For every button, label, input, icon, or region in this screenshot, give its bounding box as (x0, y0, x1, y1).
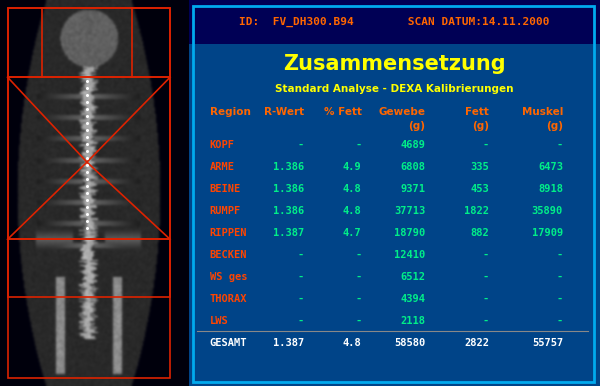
Text: Standard Analyse - DEXA Kalibrierungen: Standard Analyse - DEXA Kalibrierungen (275, 84, 514, 94)
Text: 4.9: 4.9 (343, 162, 362, 172)
Text: 1.386: 1.386 (273, 206, 304, 216)
Text: Region: Region (209, 107, 250, 117)
Text: (g): (g) (472, 121, 489, 131)
Text: 4394: 4394 (400, 294, 425, 304)
Text: 55757: 55757 (532, 338, 563, 348)
Text: -: - (298, 272, 304, 282)
Text: 8918: 8918 (538, 184, 563, 194)
Text: -: - (298, 316, 304, 326)
Text: THORAX: THORAX (209, 294, 247, 304)
Text: -: - (557, 140, 563, 150)
Text: 335: 335 (470, 162, 489, 172)
Text: 2822: 2822 (464, 338, 489, 348)
Text: -: - (483, 294, 489, 304)
Text: 4689: 4689 (400, 140, 425, 150)
Text: 35890: 35890 (532, 206, 563, 216)
Text: 1.387: 1.387 (273, 338, 304, 348)
Text: -: - (355, 294, 362, 304)
Text: 4.8: 4.8 (343, 206, 362, 216)
Text: Gewebe: Gewebe (379, 107, 425, 117)
Text: -: - (298, 140, 304, 150)
Text: -: - (557, 294, 563, 304)
Text: RIPPEN: RIPPEN (209, 228, 247, 238)
Text: 1.386: 1.386 (273, 184, 304, 194)
Text: 6512: 6512 (400, 272, 425, 282)
Text: 1.386: 1.386 (273, 162, 304, 172)
Text: (g): (g) (409, 121, 425, 131)
Text: 453: 453 (470, 184, 489, 194)
Text: Zusammensetzung: Zusammensetzung (283, 54, 506, 74)
Text: -: - (483, 272, 489, 282)
Text: RUMPF: RUMPF (209, 206, 241, 216)
Text: Fett: Fett (465, 107, 489, 117)
Bar (189, 0, 600, 44)
Bar (8, 8, 170, 77)
Text: 17909: 17909 (532, 228, 563, 238)
Text: % Fett: % Fett (323, 107, 362, 117)
Text: LWS: LWS (209, 316, 229, 326)
Text: -: - (483, 250, 489, 260)
Text: -: - (355, 140, 362, 150)
Text: 4.8: 4.8 (343, 338, 362, 348)
Text: 4.7: 4.7 (343, 228, 362, 238)
Text: 882: 882 (470, 228, 489, 238)
Bar (8, 8, 170, 378)
Text: -: - (355, 250, 362, 260)
Text: Muskel: Muskel (521, 107, 563, 117)
Text: -: - (557, 250, 563, 260)
Text: KOPF: KOPF (209, 140, 235, 150)
Text: GESAMT: GESAMT (209, 338, 247, 348)
Text: -: - (355, 272, 362, 282)
Text: -: - (557, 316, 563, 326)
Text: 4.8: 4.8 (343, 184, 362, 194)
Text: -: - (483, 316, 489, 326)
Bar (8, 77, 170, 239)
Text: 37713: 37713 (394, 206, 425, 216)
Text: (g): (g) (546, 121, 563, 131)
Text: ID:  FV_DH300.B94        SCAN DATUM:14.11.2000: ID: FV_DH300.B94 SCAN DATUM:14.11.2000 (239, 17, 550, 27)
Text: -: - (298, 250, 304, 260)
Text: WS ges: WS ges (209, 272, 247, 282)
Text: 18790: 18790 (394, 228, 425, 238)
Text: -: - (483, 140, 489, 150)
Text: 1822: 1822 (464, 206, 489, 216)
Text: 1.387: 1.387 (273, 228, 304, 238)
Text: BEINE: BEINE (209, 184, 241, 194)
Text: 6473: 6473 (538, 162, 563, 172)
Text: ARME: ARME (209, 162, 235, 172)
Text: -: - (355, 316, 362, 326)
Text: 9371: 9371 (400, 184, 425, 194)
Bar (8, 239, 170, 297)
Text: 2118: 2118 (400, 316, 425, 326)
Text: -: - (557, 272, 563, 282)
Text: 6808: 6808 (400, 162, 425, 172)
Text: 12410: 12410 (394, 250, 425, 260)
Text: BECKEN: BECKEN (209, 250, 247, 260)
Text: -: - (298, 294, 304, 304)
Text: R-Wert: R-Wert (264, 107, 304, 117)
Text: 58580: 58580 (394, 338, 425, 348)
